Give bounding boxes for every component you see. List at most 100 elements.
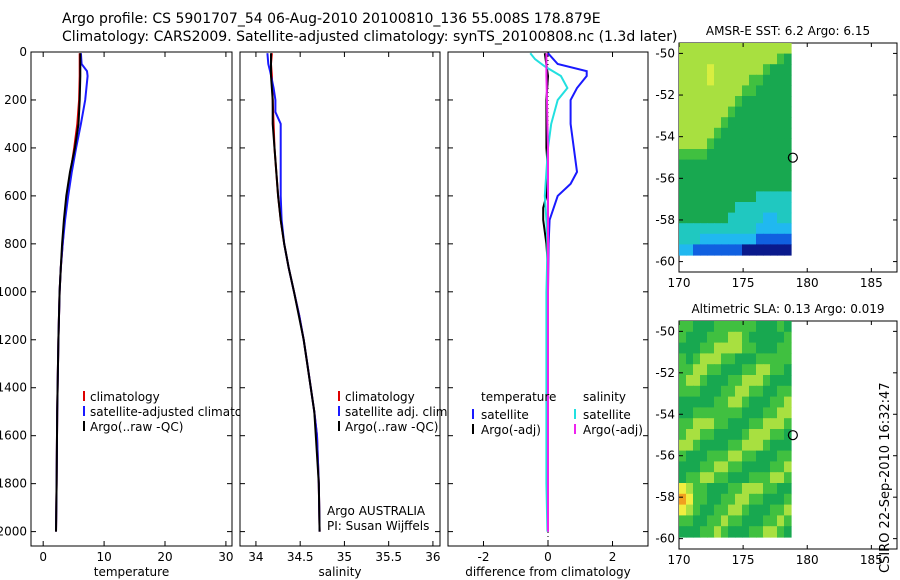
- amsre-sst-cell: [777, 170, 785, 182]
- altimetric-sla-cell: [770, 364, 778, 376]
- amsre-sst-cell: [770, 159, 778, 171]
- temperature-xtick-label: 20: [157, 550, 172, 564]
- amsre-sst-cell: [749, 149, 757, 161]
- difference-xtick-label: -2: [477, 550, 489, 564]
- altimetric-sla-cell: [784, 472, 792, 484]
- amsre-sst-cell: [777, 117, 785, 129]
- amsre-sst-cell: [700, 191, 708, 203]
- altimetric-sla-cell: [749, 472, 757, 484]
- altimetric-sla-cell: [735, 407, 743, 419]
- altimetric-sla-cell: [763, 439, 771, 452]
- altimetric-sla-cell: [756, 483, 764, 495]
- amsre-sst-cell: [784, 96, 792, 108]
- amsre-sst-cell: [707, 149, 715, 161]
- altimetric-sla-cell: [707, 407, 715, 419]
- altimetric-sla-cell: [763, 472, 771, 484]
- altimetric-sla-cell: [756, 321, 764, 333]
- amsre-sst-cell: [735, 127, 743, 139]
- amsre-sst-cell: [777, 138, 785, 150]
- altimetric-sla-cell: [784, 375, 792, 387]
- altimetric-sla-cell: [714, 439, 722, 452]
- amsre-sst-cell: [749, 74, 757, 86]
- figure-title-line1: Argo profile: CS 5901707_54 06-Aug-2010 …: [62, 11, 601, 27]
- amsre-sst-cell: [735, 117, 743, 129]
- amsre-sst-cell: [721, 159, 729, 171]
- amsre-sst-cell: [756, 191, 764, 203]
- altimetric-sla-cell: [777, 472, 785, 484]
- altimetric-sla-cell: [707, 418, 715, 430]
- amsre-sst-cell: [735, 53, 743, 65]
- altimetric-sla-cell: [714, 396, 722, 408]
- amsre-sst-cell: [700, 223, 708, 235]
- temperature-legend-label: satellite-adjusted climatology: [90, 405, 268, 419]
- altimetric-sla-cell: [735, 504, 743, 516]
- altimetric-sla-cell: [728, 439, 736, 452]
- altimetric-sla-cell: [728, 353, 736, 365]
- amsre-sst-cell: [777, 180, 785, 192]
- amsre-sst-cell: [707, 223, 715, 235]
- amsre-sst-cell: [749, 138, 757, 150]
- temperature-ytick-label: 0: [19, 45, 27, 59]
- amsre-sst-cell: [749, 159, 757, 171]
- amsre-sst-cell: [784, 85, 792, 97]
- altimetric-sla-cell: [742, 385, 750, 398]
- difference-xtick-label: 2: [609, 550, 617, 564]
- altimetric-sla-cell: [679, 504, 687, 516]
- altimetric-sla-cell: [735, 353, 743, 365]
- altimetric-sla-cell: [735, 515, 743, 527]
- altimetric-sla-cell: [693, 353, 701, 365]
- amsre-sst-cell: [693, 233, 701, 245]
- altimetric-sla-cell: [756, 407, 764, 419]
- amsre-sst-cell: [756, 74, 764, 86]
- amsre-sst-cell: [763, 223, 771, 235]
- amsre-sst-cell: [735, 180, 743, 192]
- amsre-sst-cell: [742, 170, 750, 182]
- altimetric-sla-cell: [728, 472, 736, 484]
- altimetric-sla-cell: [742, 429, 750, 441]
- amsre-sst-cell: [686, 223, 694, 235]
- altimetric-sla-cell: [763, 353, 771, 365]
- amsre-sst-cell: [749, 64, 757, 76]
- amsre-sst-cell: [721, 180, 729, 192]
- amsre-sst-cell: [728, 138, 736, 150]
- altimetric-sla-cell: [749, 385, 757, 398]
- amsre-sst-cell: [707, 96, 715, 108]
- amsre-sst-cell: [693, 117, 701, 129]
- amsre-sst-cell: [721, 212, 729, 224]
- amsre-sst-cell: [679, 74, 687, 86]
- altimetric-sla-cell: [735, 439, 743, 452]
- altimetric-sla-cell: [763, 504, 771, 516]
- temperature-xtick-label: 10: [96, 550, 111, 564]
- altimetric-sla-cell: [707, 515, 715, 527]
- altimetric-sla-cell: [784, 526, 792, 538]
- amsre-sst-cell: [756, 159, 764, 171]
- amsre-sst-cell: [714, 96, 722, 108]
- altimetric-sla-cell: [763, 364, 771, 376]
- amsre-sst-cell: [749, 180, 757, 192]
- amsre-sst-cell: [728, 64, 736, 76]
- amsre-sst-cell: [700, 149, 708, 161]
- amsre-sst-ytick-label: -50: [655, 46, 675, 60]
- amsre-sst-cell: [693, 138, 701, 150]
- altimetric-sla-cell: [700, 385, 708, 398]
- amsre-sst-cell: [721, 53, 729, 65]
- figure-title-line2: Climatology: CARS2009. Satellite-adjuste…: [62, 29, 678, 45]
- amsre-sst-cell: [784, 202, 792, 214]
- altimetric-sla-cell: [714, 407, 722, 419]
- amsre-sst-cell: [749, 170, 757, 182]
- amsre-sst-cell: [721, 223, 729, 235]
- amsre-sst-cell: [756, 244, 764, 256]
- altimetric-sla-cell: [714, 472, 722, 484]
- amsre-sst-cell: [686, 74, 694, 86]
- amsre-sst-cell: [714, 85, 722, 97]
- altimetric-sla-cell: [679, 439, 687, 452]
- amsre-sst-cell: [756, 180, 764, 192]
- altimetric-sla-cell: [770, 493, 778, 506]
- altimetric-sla-cell: [693, 439, 701, 452]
- altimetric-sla-cell: [763, 385, 771, 398]
- altimetric-sla-panel: Altimetric SLA: 0.13 Argo: 0.019 170 175 18…: [655, 302, 898, 567]
- altimetric-sla-cell: [700, 472, 708, 484]
- amsre-sst-cell: [686, 64, 694, 76]
- amsre-sst-cell: [749, 212, 757, 224]
- amsre-sst-cell: [784, 43, 792, 55]
